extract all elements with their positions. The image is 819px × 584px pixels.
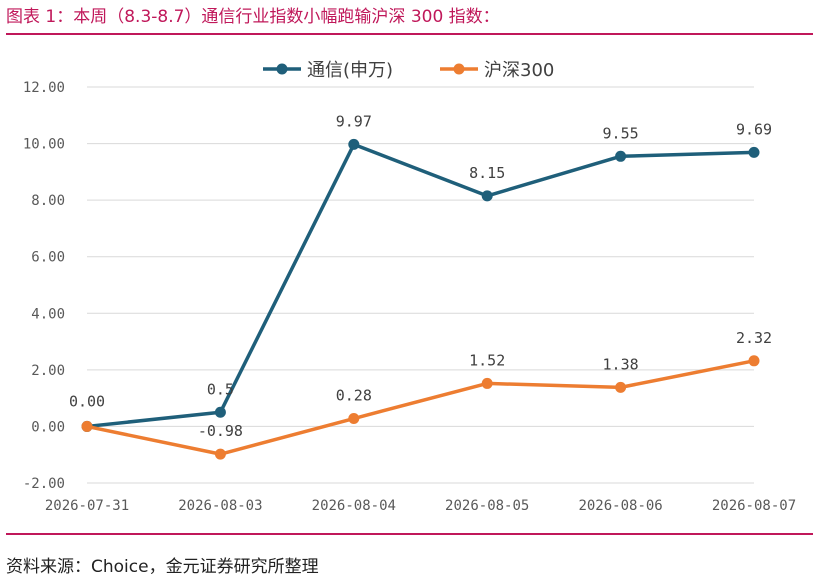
series-line: [86, 142, 755, 429]
data-point: [81, 420, 93, 432]
data-point: [615, 381, 627, 393]
figure-title: 图表 1：本周（8.3-8.7）通信行业指数小幅跑输沪深 300 指数：: [6, 7, 500, 27]
data-label: 0.00: [69, 392, 105, 410]
x-tick-label: 2026-07-31: [45, 498, 129, 514]
data-point: [348, 413, 360, 425]
source-divider: [6, 533, 813, 535]
data-point: [214, 448, 226, 460]
title-divider: [6, 33, 813, 35]
x-tick-label: 2026-08-06: [578, 498, 662, 514]
data-point: [481, 377, 493, 389]
data-point: [214, 406, 226, 418]
legend-marker: [276, 63, 288, 75]
x-tick-label: 2026-08-05: [445, 498, 529, 514]
grid-lines: [87, 86, 754, 484]
data-label: 2.32: [736, 329, 772, 347]
data-label: 8.15: [469, 164, 505, 182]
series-group: [81, 138, 760, 460]
legend: 通信(申万) 沪深300: [263, 60, 554, 81]
legend-marker: [453, 63, 465, 75]
data-label: 9.55: [603, 124, 639, 142]
data-label: 0.5: [207, 380, 234, 398]
x-axis-ticks: 2026-07-31 2026-08-03 2026-08-04 2026-08-05…: [45, 498, 796, 514]
legend-label: 沪深300: [484, 60, 554, 81]
y-tick-label: 6.00: [31, 250, 65, 266]
data-point: [748, 146, 760, 158]
y-tick-label: 10.00: [23, 137, 65, 153]
data-label: 1.52: [469, 351, 505, 369]
x-tick-label: 2026-08-07: [712, 498, 796, 514]
y-tick-label: 4.00: [31, 306, 65, 322]
y-tick-label: -2.00: [23, 476, 65, 492]
data-labels: 0.00 0.5 9.97 8.15 9.55 9.69 -0.98 0.28 1.52 1.38…: [69, 112, 772, 440]
y-axis-ticks: -2.00 0.00 2.00 4.00 6.00 8.00 10.00 12.00: [23, 80, 65, 492]
data-label: 9.69: [736, 120, 772, 138]
y-tick-label: 2.00: [31, 363, 65, 379]
data-label: -0.98: [198, 422, 243, 440]
data-point: [348, 138, 360, 150]
data-point: [615, 150, 627, 162]
data-label: 0.28: [336, 387, 372, 405]
legend-label: 通信(申万): [307, 60, 393, 81]
y-tick-label: 8.00: [31, 193, 65, 209]
y-tick-label: 0.00: [31, 419, 65, 435]
data-point: [748, 355, 760, 367]
x-tick-label: 2026-08-04: [312, 498, 396, 514]
x-tick-label: 2026-08-03: [178, 498, 262, 514]
series-line: [86, 359, 755, 456]
y-tick-label: 12.00: [23, 80, 65, 96]
data-label: 1.38: [603, 355, 639, 373]
data-point: [481, 190, 493, 202]
source-note: 资料来源：Choice，金元证券研究所整理: [6, 557, 319, 577]
data-label: 9.97: [336, 112, 372, 130]
